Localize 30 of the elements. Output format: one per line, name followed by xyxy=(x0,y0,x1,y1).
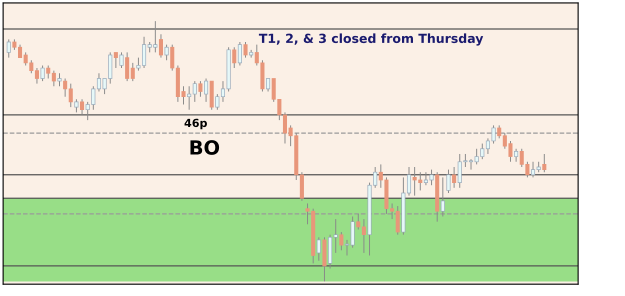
candlestick xyxy=(514,148,518,162)
candlestick xyxy=(80,98,84,116)
candlestick xyxy=(187,86,192,110)
candlestick xyxy=(446,169,451,194)
candlestick xyxy=(243,42,248,58)
candlestick xyxy=(266,78,270,92)
candlestick xyxy=(86,101,90,121)
candlestick xyxy=(452,166,456,188)
candlestick xyxy=(232,46,236,69)
candlestick xyxy=(158,34,164,58)
candlestick xyxy=(119,52,124,69)
candlestick xyxy=(198,80,202,98)
candlestick xyxy=(440,176,445,217)
candlestick xyxy=(339,232,344,251)
candlestick xyxy=(74,98,78,113)
candlestick xyxy=(114,52,118,69)
candlestick xyxy=(164,44,169,61)
candlestick xyxy=(57,72,62,87)
candlestick xyxy=(204,78,208,102)
candlestick xyxy=(238,42,242,66)
candlestick xyxy=(153,20,158,53)
candlestick xyxy=(40,64,45,82)
annotation: 46p xyxy=(184,118,207,130)
candlestick xyxy=(542,153,546,173)
candlestick xyxy=(497,124,502,139)
candlestick xyxy=(6,38,11,58)
annotation: T1, 2, & 3 closed from Thursday xyxy=(258,33,484,46)
candlestick xyxy=(192,80,197,102)
annotation: BO xyxy=(190,140,220,155)
candlestick xyxy=(316,236,321,262)
